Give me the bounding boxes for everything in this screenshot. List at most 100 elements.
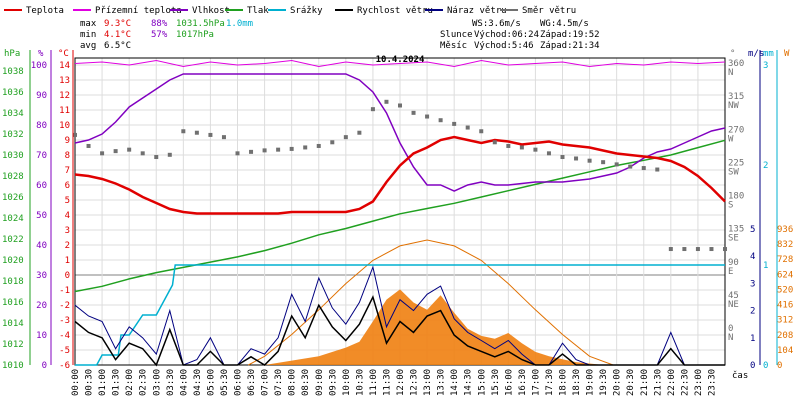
time-tick-label: 20:00 [613, 369, 623, 396]
wind-direction-point [303, 145, 308, 150]
time-tick-label: 19:00 [586, 369, 596, 396]
time-tick-label: 16:00 [504, 369, 514, 396]
hpa-tick-label: 1034 [2, 109, 24, 119]
wind-direction-point [357, 130, 362, 135]
stat-min-label: min [80, 30, 96, 40]
legend-label: Srážky [290, 6, 323, 16]
pct-tick-label: 80 [36, 121, 47, 131]
legend-label: Teplota [26, 6, 64, 16]
time-tick-label: 19:30 [599, 369, 609, 396]
wm2-tick-label: 832 [777, 240, 793, 250]
stat-ws: WS:3.6m/s [472, 19, 521, 29]
hpa-tick-label: 1016 [2, 298, 24, 308]
mm-tick-label: 1 [763, 261, 768, 271]
stats-panel: max 9.3°C 88% 1031.5hPa 1.0mm min 4.1°C … [80, 19, 600, 51]
dir-tick-label: 315 [728, 92, 744, 102]
legend-label: Rychlost větru [357, 6, 433, 16]
stat-sunrise: Východ:06:24 [474, 30, 539, 40]
time-tick-label: 22:00 [667, 369, 677, 396]
time-tick-label: 11:00 [369, 369, 379, 396]
wind-direction-point [560, 155, 565, 160]
stat-max-label: max [80, 19, 97, 29]
degc-tick-label: 3 [65, 226, 70, 236]
wm2-tick-label: 416 [777, 301, 793, 311]
time-tick-label: 05:00 [206, 369, 216, 396]
degc-tick-label: -5 [59, 346, 70, 356]
dir-tick-label: SE [728, 234, 739, 244]
hpa-tick-label: 1010 [2, 361, 24, 371]
time-tick-label: 13:30 [437, 369, 447, 396]
wind-direction-point [167, 152, 172, 157]
wind-direction-point [140, 151, 145, 156]
time-tick-label: 23:00 [694, 369, 704, 396]
wm2-tick-label: 520 [777, 285, 793, 295]
time-tick-label: 00:00 [71, 369, 81, 396]
wind-direction-point [519, 145, 524, 150]
time-tick-label: 02:00 [125, 369, 135, 396]
series-line-temperature [74, 135, 726, 215]
time-tick-label: 14:00 [450, 369, 460, 396]
ms-tick-label: 5 [750, 225, 755, 235]
legend-label: Vlhkost [192, 6, 230, 16]
pct-tick-label: 90 [36, 91, 47, 101]
degc-tick-label: 9 [65, 136, 70, 146]
series-area-solar [264, 289, 604, 365]
wind-direction-point [695, 247, 700, 252]
hpa-tick-label: 1018 [2, 277, 24, 287]
degc-tick-label: 8 [65, 151, 70, 161]
degc-tick-label: -6 [59, 361, 70, 371]
time-tick-label: 04:00 [179, 369, 189, 396]
wind-direction-point [614, 162, 619, 167]
wind-direction-point [262, 148, 267, 153]
stat-wg: WG:4.5m/s [540, 19, 589, 29]
wind-direction-point [343, 135, 348, 140]
degc-tick-label: -1 [59, 286, 70, 296]
hpa-tick-label: 1030 [2, 151, 24, 161]
wind-direction-point [479, 129, 484, 134]
wm2-tick-label: 936 [777, 225, 793, 235]
time-tick-label: 16:30 [518, 369, 528, 396]
dir-tick-label: 0 [728, 324, 733, 334]
wind-direction-point [452, 121, 457, 126]
wind-direction-point [208, 132, 213, 137]
time-tick-label: 06:30 [247, 369, 257, 396]
time-tick-label: 06:00 [234, 369, 244, 396]
wind-direction-point [628, 164, 633, 169]
dir-tick-label: 270 [728, 125, 744, 135]
pct-tick-label: 100 [31, 61, 47, 71]
stat-avg-label: avg [80, 41, 96, 51]
time-tick-label: 12:30 [410, 369, 420, 396]
hpa-tick-label: 1036 [2, 88, 24, 98]
hpa-tick-label: 1024 [2, 214, 24, 224]
stat-avg-temp: 6.5°C [104, 41, 131, 51]
time-tick-label: 04:30 [193, 369, 203, 396]
wind-direction-point [655, 167, 660, 172]
time-tick-label: 08:00 [288, 369, 298, 396]
ms-tick-label: 3 [750, 279, 755, 289]
wind-direction-point [398, 103, 402, 108]
dir-tick-label: 225 [728, 158, 744, 168]
wind-direction-point [668, 247, 673, 252]
wind-direction-point [492, 140, 497, 145]
degc-tick-label: 1 [65, 256, 70, 266]
stat-max-hum: 88% [151, 19, 168, 29]
degc-tick-label: -2 [59, 301, 70, 311]
dir-tick-label: 45 [728, 291, 739, 301]
wind-direction-point [73, 132, 77, 137]
wind-direction-point [316, 143, 321, 148]
dir-tick-label: N [728, 333, 733, 343]
hpa-tick-label: 1032 [2, 130, 24, 140]
time-tick-label: 15:00 [477, 369, 487, 396]
wind-direction-point [384, 99, 389, 104]
wind-direction-point [276, 147, 281, 152]
stat-min-press: 1017hPa [176, 30, 214, 40]
time-tick-label: 01:00 [98, 369, 108, 396]
time-tick-label: 09:00 [315, 369, 325, 396]
time-tick-label: 18:00 [559, 369, 569, 396]
wind-direction-point [425, 114, 430, 119]
series-line-solar-theoretical [248, 239, 614, 366]
wind-direction-point [574, 156, 579, 161]
wind-direction-point [221, 135, 226, 140]
dir-tick-label: NW [728, 101, 739, 111]
wind-direction-point [723, 247, 727, 252]
